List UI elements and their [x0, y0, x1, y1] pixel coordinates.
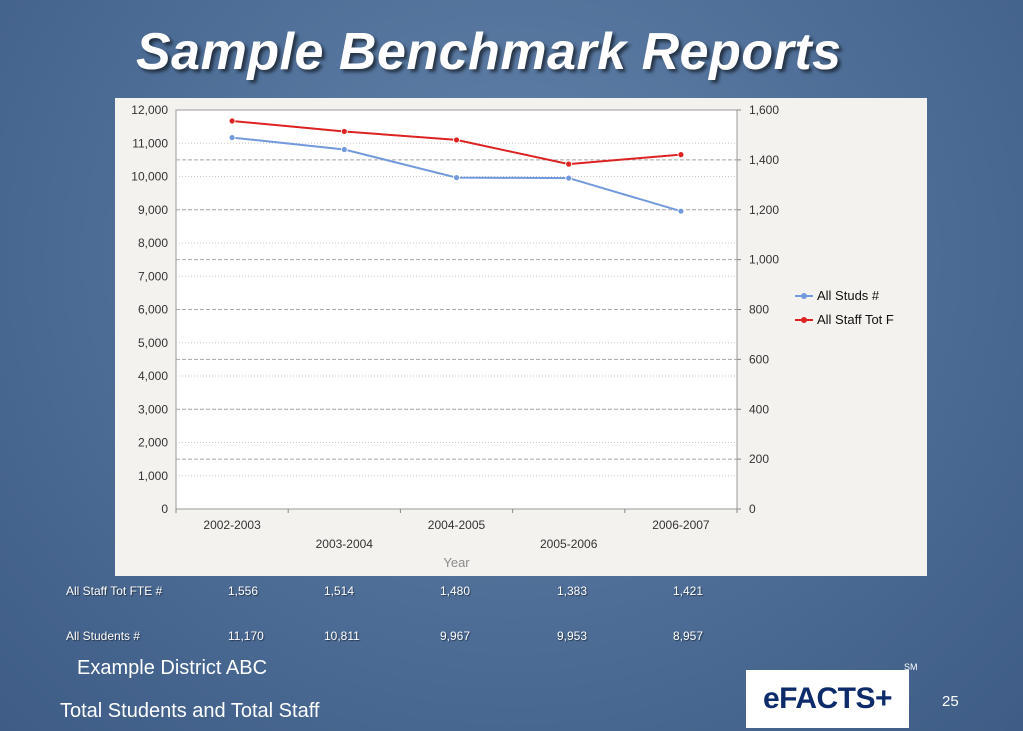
line-chart-svg: 0 1,000 2,000 3,000 4,000 5,000 6,000 7,000 8,00… [131, 103, 894, 570]
y-right-tick-label: 200 [749, 452, 769, 466]
table-cell: 1,514 [324, 584, 355, 598]
y-right-tick-label: 600 [749, 352, 769, 366]
legend-label: All Studs # [817, 288, 880, 303]
y-right-tick-label: 1,400 [749, 153, 779, 167]
x-tick-label: 2003-2004 [316, 537, 374, 551]
efacts-logo: eFACTS+ [746, 670, 909, 728]
table-cell: 8,957 [673, 629, 704, 643]
table-cell: 1,421 [673, 584, 704, 598]
table-cell: 9,953 [557, 629, 588, 643]
data-point [677, 151, 685, 159]
y-right-tick-label: 1,000 [749, 253, 779, 267]
y-left-tick-label: 8,000 [138, 236, 168, 250]
y-right-tick-label: 800 [749, 303, 769, 317]
y-left-tick-label: 2,000 [138, 436, 168, 450]
y-right-tick-label: 1,200 [749, 203, 779, 217]
y-right-tick-label: 0 [749, 502, 756, 516]
data-point [453, 174, 460, 181]
table-cell: 1,480 [440, 584, 471, 598]
page-number: 25 [942, 693, 959, 710]
data-point [565, 160, 573, 168]
data-point [453, 136, 460, 144]
data-point [228, 117, 236, 125]
y-left-tick-label: 9,000 [138, 203, 168, 217]
report-subtitle: Total Students and Total Staff [60, 700, 320, 722]
y-left-tick-label: 5,000 [138, 336, 168, 350]
row-label-students: All Students # [66, 629, 141, 643]
data-point [340, 128, 348, 135]
benchmark-chart: 0 1,000 2,000 3,000 4,000 5,000 6,000 7,000 8,00… [115, 98, 927, 576]
x-tick-label: 2002-2003 [203, 518, 261, 532]
table-cell: 11,170 [228, 629, 264, 643]
y-left-tick-label: 4,000 [138, 369, 168, 383]
district-name: Example District ABC [77, 657, 268, 679]
y-left-tick-label: 10,000 [131, 170, 168, 184]
table-cell: 1,383 [557, 584, 588, 598]
y-left-tick-label: 11,000 [132, 136, 168, 150]
x-tick-label: 2006-2007 [652, 518, 710, 532]
table-cell: 9,967 [440, 629, 471, 643]
data-point [340, 146, 348, 153]
x-tick-label: 2005-2006 [540, 537, 598, 551]
y-left-tick-label: 6,000 [138, 303, 168, 317]
data-point [677, 207, 685, 215]
data-point [228, 134, 236, 141]
y-right-tick-label: 1,600 [749, 103, 779, 117]
y-left-tick-label: 1,000 [138, 469, 168, 483]
table-cell: 1,556 [228, 584, 259, 598]
y-left-tick-label: 7,000 [138, 269, 168, 283]
row-label-staff: All Staff Tot FTE # [66, 584, 163, 598]
data-table: All Staff Tot FTE # 1,556 1,514 1,480 1,… [66, 584, 766, 645]
table-row-students: All Students # 11,170 10,811 9,967 9,953… [66, 629, 766, 645]
data-point [565, 174, 573, 182]
y-right-tick-label: 400 [749, 402, 769, 416]
x-tick-label: 2004-2005 [428, 518, 486, 532]
y-left-tick-label: 0 [161, 502, 168, 516]
table-row-staff: All Staff Tot FTE # 1,556 1,514 1,480 1,… [66, 584, 766, 600]
y-left-tick-label: 12,000 [131, 103, 168, 117]
legend-swatch-marker [801, 317, 807, 323]
service-mark: SM [904, 662, 918, 672]
legend-swatch-marker [801, 293, 807, 299]
y-left-tick-label: 3,000 [138, 402, 168, 416]
table-cell: 10,811 [324, 629, 360, 643]
legend-label: All Staff Tot F [817, 312, 894, 327]
slide-title: Sample Benchmark Reports [136, 23, 842, 81]
x-axis-title: Year [443, 555, 470, 570]
